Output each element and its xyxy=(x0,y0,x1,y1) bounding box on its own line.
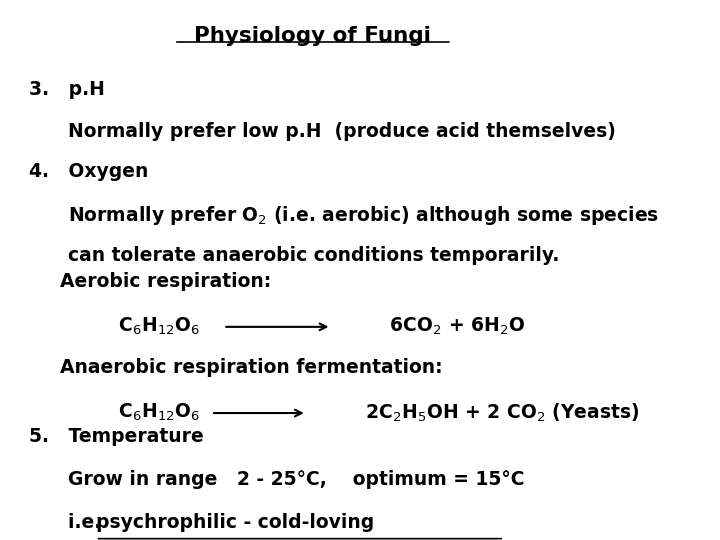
Text: 2C$_2$H$_5$OH + 2 CO$_2$ (Yeasts): 2C$_2$H$_5$OH + 2 CO$_2$ (Yeasts) xyxy=(307,401,639,424)
Text: C$_6$H$_{12}$O$_6$: C$_6$H$_{12}$O$_6$ xyxy=(60,401,200,423)
Text: i.e.: i.e. xyxy=(29,514,107,532)
Text: 3.   p.H: 3. p.H xyxy=(29,80,104,99)
Text: C$_6$H$_{12}$O$_6$: C$_6$H$_{12}$O$_6$ xyxy=(60,315,200,336)
Text: Aerobic respiration:: Aerobic respiration: xyxy=(60,272,271,291)
Text: psychrophilic - cold-loving: psychrophilic - cold-loving xyxy=(96,514,374,532)
Text: Normally prefer O$_2$ (i.e. aerobic) although some species: Normally prefer O$_2$ (i.e. aerobic) alt… xyxy=(29,204,659,227)
Text: Normally prefer low p.H  (produce acid themselves): Normally prefer low p.H (produce acid th… xyxy=(29,123,616,141)
Text: Physiology of Fungi: Physiology of Fungi xyxy=(194,26,431,46)
Text: Grow in range   2 - 25°C,    optimum = 15°C: Grow in range 2 - 25°C, optimum = 15°C xyxy=(29,470,524,489)
Text: 5.   Temperature: 5. Temperature xyxy=(29,427,204,446)
Text: Anaerobic respiration fermentation:: Anaerobic respiration fermentation: xyxy=(60,359,442,377)
Text: 4.   Oxygen: 4. Oxygen xyxy=(29,162,148,181)
Text: can tolerate anaerobic conditions temporarily.: can tolerate anaerobic conditions tempor… xyxy=(29,246,559,265)
Text: 6CO$_2$ + 6H$_2$O: 6CO$_2$ + 6H$_2$O xyxy=(331,315,526,336)
